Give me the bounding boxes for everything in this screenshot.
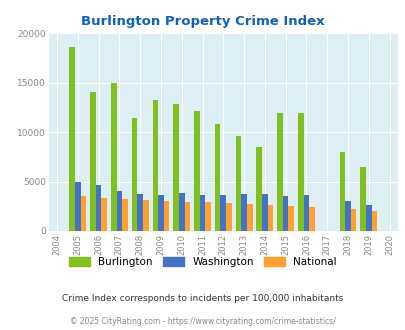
- Bar: [173, 104, 179, 231]
- Bar: [143, 200, 148, 231]
- Bar: [256, 147, 261, 231]
- Bar: [101, 198, 107, 231]
- Bar: [350, 209, 356, 231]
- Bar: [235, 136, 241, 231]
- Bar: [179, 193, 184, 231]
- Bar: [132, 118, 137, 231]
- Bar: [339, 152, 344, 231]
- Bar: [226, 203, 231, 231]
- Bar: [241, 194, 246, 231]
- Bar: [282, 196, 288, 231]
- Bar: [214, 124, 220, 231]
- Bar: [90, 92, 96, 231]
- Bar: [205, 202, 211, 231]
- Bar: [288, 206, 293, 231]
- Bar: [96, 185, 101, 231]
- Bar: [158, 195, 163, 231]
- Bar: [267, 205, 273, 231]
- Bar: [122, 199, 128, 231]
- Bar: [344, 201, 350, 231]
- Bar: [309, 207, 314, 231]
- Bar: [261, 194, 267, 231]
- Bar: [194, 111, 199, 231]
- Bar: [277, 113, 282, 231]
- Bar: [371, 211, 376, 231]
- Text: © 2025 CityRating.com - https://www.cityrating.com/crime-statistics/: © 2025 CityRating.com - https://www.city…: [70, 317, 335, 326]
- Text: Crime Index corresponds to incidents per 100,000 inhabitants: Crime Index corresponds to incidents per…: [62, 294, 343, 303]
- Bar: [75, 182, 81, 231]
- Bar: [184, 202, 190, 231]
- Bar: [111, 83, 116, 231]
- Bar: [199, 195, 205, 231]
- Text: Burlington Property Crime Index: Burlington Property Crime Index: [81, 15, 324, 28]
- Bar: [246, 204, 252, 231]
- Bar: [69, 47, 75, 231]
- Bar: [137, 194, 143, 231]
- Bar: [297, 113, 303, 231]
- Bar: [365, 205, 371, 231]
- Bar: [360, 167, 365, 231]
- Legend: Burlington, Washington, National: Burlington, Washington, National: [69, 257, 336, 267]
- Bar: [81, 196, 86, 231]
- Bar: [152, 100, 158, 231]
- Bar: [116, 191, 122, 231]
- Bar: [163, 201, 169, 231]
- Bar: [303, 195, 309, 231]
- Bar: [220, 195, 226, 231]
